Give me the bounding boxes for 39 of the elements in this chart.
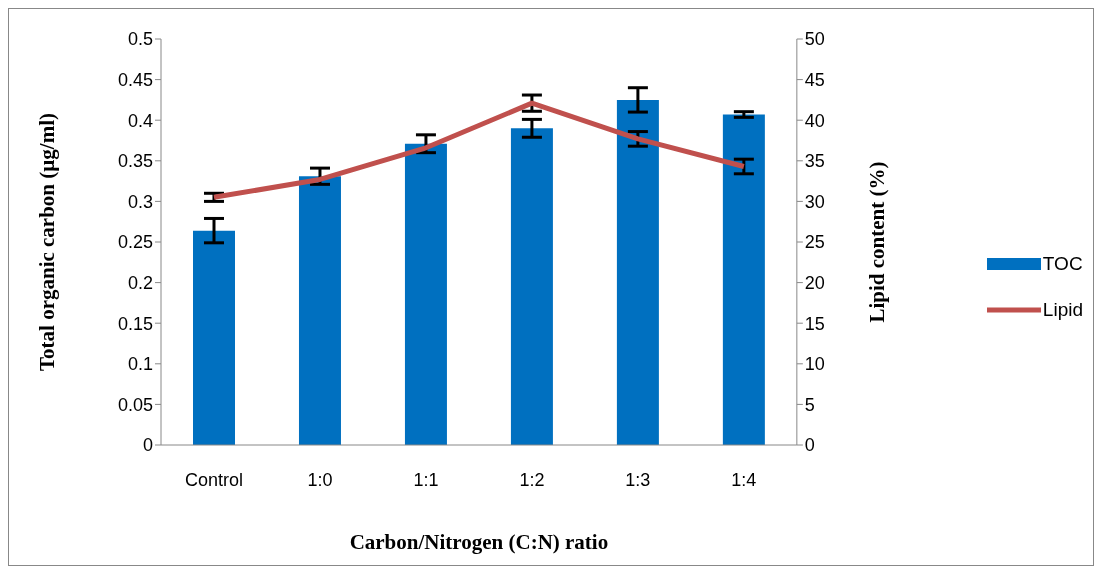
y-tick-label: 0.2	[127, 272, 153, 293]
bar	[510, 128, 553, 445]
x-tick-label: 1:4	[731, 469, 757, 490]
y-axis-title: Total organic carbon (µg/ml)	[35, 112, 60, 372]
x-tick-label: 1:3	[625, 469, 651, 490]
x-tick-label: 1:2	[519, 469, 545, 490]
y2-tick-label: 20	[804, 272, 825, 293]
bar	[722, 114, 765, 445]
y-tick-label: 0.45	[117, 69, 153, 90]
y2-axis-title: Lipid content (%)	[865, 161, 890, 323]
y-tick-label: 0.35	[117, 151, 153, 172]
legend-label: TOC	[1042, 253, 1083, 275]
y-tick-label: 0.3	[127, 191, 153, 212]
y2-tick-label: 35	[804, 151, 825, 172]
x-tick-label: 1:1	[413, 469, 439, 490]
y-tick-label: 0.1	[127, 354, 153, 375]
bar	[616, 99, 659, 445]
bar	[298, 176, 341, 445]
y2-tick-label: 45	[804, 69, 825, 90]
y2-tick-label: 50	[804, 29, 825, 50]
x-tick-label: Control	[184, 469, 243, 490]
x-axis-title: Carbon/Nitrogen (C:N) ratio	[349, 530, 609, 554]
y-tick-label: 0.5	[127, 29, 153, 50]
y-tick-label: 0	[142, 435, 153, 456]
bar	[193, 230, 235, 445]
y-tick-label: 0.25	[117, 232, 153, 253]
y2-tick-label: 10	[804, 354, 825, 375]
y2-tick-label: 5	[804, 394, 815, 415]
y-tick-label: 0.15	[117, 313, 153, 334]
y2-tick-label: 40	[804, 110, 825, 131]
y2-tick-label: 0	[804, 435, 815, 456]
legend-label: Lipid	[1042, 299, 1083, 321]
y-tick-label: 0.05	[117, 394, 153, 415]
y-tick-label: 0.4	[127, 110, 153, 131]
y2-tick-label: 25	[804, 232, 825, 253]
y2-tick-label: 15	[804, 313, 825, 334]
y2-tick-label: 30	[804, 191, 825, 212]
x-tick-label: 1:0	[307, 469, 333, 490]
bar	[404, 143, 447, 445]
